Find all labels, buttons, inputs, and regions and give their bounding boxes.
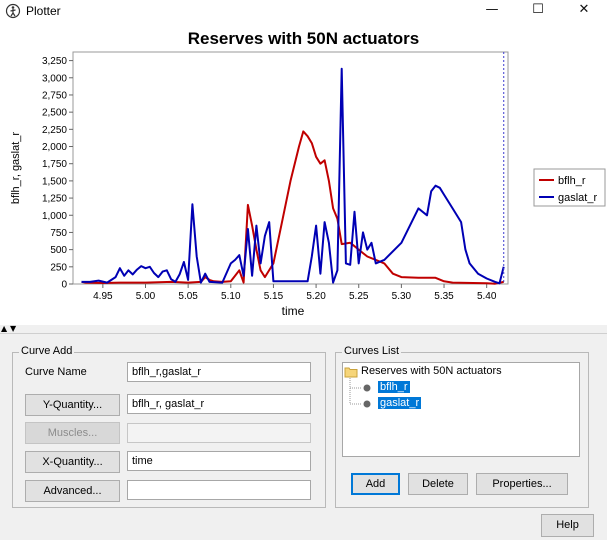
y-tick-label: 3,250 <box>42 56 67 67</box>
y-tick-label: 250 <box>50 262 67 273</box>
muscles-field[interactable] <box>127 423 311 443</box>
curve-add-group: Curve Add <box>12 345 326 508</box>
curves-list-group: Curves List <box>335 345 589 508</box>
chart-panel[interactable]: Reserves with 50N actuators 0 250 500 750 1,… <box>0 22 607 325</box>
tree-connector <box>349 378 362 405</box>
y-quantity-field[interactable]: bflh_r, gaslat_r <box>127 394 311 414</box>
curves-list-group-title: Curves List <box>342 345 402 357</box>
x-tick-label: 5.40 <box>477 291 497 302</box>
curve-leaf-icon <box>363 384 371 392</box>
folder-icon <box>344 367 358 378</box>
y-tick-label: 1,500 <box>42 176 67 187</box>
close-button[interactable]: ✕ <box>578 2 590 17</box>
curve-add-group-title: Curve Add <box>19 345 75 357</box>
opensim-app-icon <box>5 3 21 19</box>
legend-label-gaslat-r: gaslat_r <box>558 192 597 204</box>
advanced-button[interactable]: Advanced... <box>25 480 120 502</box>
tree-root-label[interactable]: Reserves with 50N actuators <box>361 365 502 377</box>
y-tick-label: 0 <box>61 280 67 291</box>
maximize-button[interactable]: ☐ <box>532 2 544 17</box>
window-title: Plotter <box>26 4 61 18</box>
x-quantity-field[interactable]: time <box>127 451 311 471</box>
delete-button[interactable]: Delete <box>408 473 468 495</box>
y-tick-label: 2,250 <box>42 125 67 136</box>
y-tick-label: 2,500 <box>42 108 67 119</box>
y-tick-label: 3,000 <box>42 73 67 84</box>
minimize-button[interactable]: — <box>485 2 499 17</box>
curve-item-bflh-r[interactable]: bflh_r <box>378 381 410 393</box>
x-tick-label: 5.25 <box>349 291 369 302</box>
x-tick-label: 5.10 <box>221 291 241 302</box>
y-quantity-button[interactable]: Y-Quantity... <box>25 394 120 416</box>
curve-name-field[interactable]: bflh_r,gaslat_r <box>127 362 311 382</box>
curve-name-label: Curve Name <box>25 366 87 378</box>
y-tick-label: 2,750 <box>42 90 67 101</box>
y-tick-label: 2,000 <box>42 142 67 153</box>
add-button[interactable]: Add <box>351 473 400 495</box>
x-quantity-button[interactable]: X-Quantity... <box>25 451 120 473</box>
x-tick-label: 5.20 <box>306 291 326 302</box>
help-button[interactable]: Help <box>541 514 594 537</box>
properties-button[interactable]: Properties... <box>476 473 568 495</box>
x-tick-label: 5.35 <box>434 291 454 302</box>
y-tick-label: 1,000 <box>42 211 67 222</box>
series-line-gaslat-r <box>81 67 505 285</box>
x-tick-label: 5.05 <box>178 291 198 302</box>
y-tick-label: 1,250 <box>42 194 67 205</box>
splitter-down-icon[interactable]: ▼ <box>10 324 17 333</box>
muscles-button[interactable]: Muscles... <box>25 422 120 444</box>
y-axis-label: bflh_r, gaslat_r <box>10 132 22 204</box>
x-tick-label: 5.30 <box>392 291 412 302</box>
curves-tree[interactable]: Reserves with 50N actuators bflh_r gasla… <box>342 362 580 457</box>
y-tick-label: 500 <box>50 245 67 256</box>
title-bar: Plotter — ☐ ✕ <box>0 0 607 22</box>
y-tick-label: 1,750 <box>42 159 67 170</box>
chart-svg[interactable]: 0 250 500 750 1,000 1,250 1,500 1,750 2,000 2,250… <box>0 22 607 325</box>
legend: bflh_r gaslat_r <box>533 168 606 207</box>
plot-area <box>72 51 509 285</box>
x-tick-label: 5.00 <box>136 291 156 302</box>
curve-leaf-icon <box>363 400 371 408</box>
splitter-bar[interactable]: ▲ ▼ <box>0 325 607 334</box>
chart-title: Reserves with 50N actuators <box>187 29 420 48</box>
x-tick-label: 5.15 <box>264 291 284 302</box>
curve-item-gaslat-r[interactable]: gaslat_r <box>378 397 422 409</box>
splitter-up-icon[interactable]: ▲ <box>1 324 8 333</box>
y-tick-label: 750 <box>50 228 67 239</box>
x-tick-label: 4.95 <box>93 291 113 302</box>
advanced-field[interactable] <box>127 480 311 500</box>
legend-label-bflh-r: bflh_r <box>558 175 586 187</box>
x-axis-label: time <box>282 304 305 318</box>
